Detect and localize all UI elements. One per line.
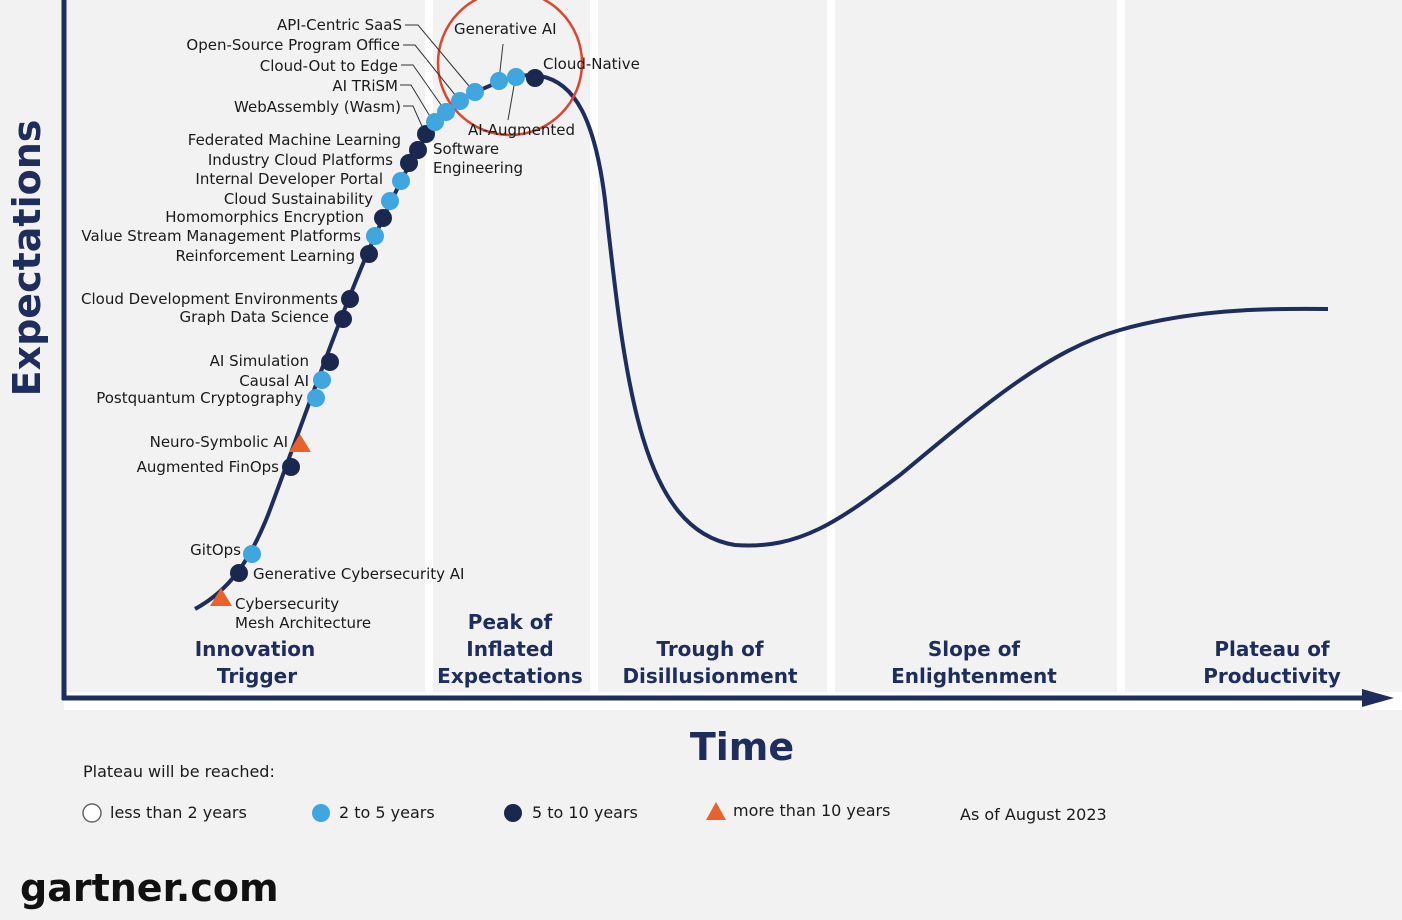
phase-label-plateau-line1: Plateau of xyxy=(1214,637,1330,661)
tech-marker-homomorphic-encryption[interactable] xyxy=(374,209,392,227)
tech-marker-internal-developer-portal[interactable] xyxy=(392,172,410,190)
tech-label-software-engineering-line1: Software xyxy=(433,140,499,158)
tech-marker-ai-simulation[interactable] xyxy=(321,353,339,371)
hype-curve xyxy=(194,73,1329,611)
legend-marker-light-blue-circle xyxy=(312,804,330,822)
phase-band-separator xyxy=(1117,0,1125,692)
tech-label-software-engineering-line2: Engineering xyxy=(433,159,523,177)
x-axis-arrowhead xyxy=(1362,689,1394,707)
legend-marker-dark-navy-circle xyxy=(504,804,522,822)
tech-label-generative-ai: Generative AI xyxy=(454,20,557,38)
leader-line xyxy=(403,44,461,102)
legend-label-2-to-5-years: 2 to 5 years xyxy=(339,803,435,822)
tech-marker-generative-ai[interactable] xyxy=(490,72,508,90)
tech-marker-value-stream-management-platforms[interactable] xyxy=(366,227,384,245)
tech-marker-generative-cybersecurity-ai[interactable] xyxy=(230,564,248,582)
tech-label-ai-augmented: AI-Augmented xyxy=(468,121,575,139)
tech-label-generative-cybersecurity-ai: Generative Cybersecurity AI xyxy=(253,565,464,583)
tech-label-value-stream-management-platforms: Value Stream Management Platforms xyxy=(81,227,361,245)
leader-lines xyxy=(400,24,516,134)
phase-label-slope-line1: Slope of xyxy=(928,637,1021,661)
tech-marker-reinforcement-learning[interactable] xyxy=(360,245,378,263)
tech-marker-causal-ai[interactable] xyxy=(313,371,331,389)
phase-label-plateau-line2: Productivity xyxy=(1203,664,1341,688)
tech-label-internal-developer-portal: Internal Developer Portal xyxy=(195,170,383,188)
leader-line xyxy=(507,79,516,121)
leader-line xyxy=(401,64,447,113)
tech-label-neuro-symbolic-ai: Neuro-Symbolic AI xyxy=(150,433,288,451)
tech-marker-ai-augmented[interactable] xyxy=(507,68,525,86)
tech-marker-cloud-sustainability[interactable] xyxy=(381,192,399,210)
leader-line xyxy=(405,24,475,93)
tech-label-webassembly: WebAssembly (Wasm) xyxy=(234,98,401,116)
phase-label-trough-line2: Disillusionment xyxy=(622,664,798,688)
phase-label-peak-line3: Expectations xyxy=(437,664,583,688)
axes: Expectations Time xyxy=(5,0,1394,769)
phase-band-bottom xyxy=(64,692,1402,710)
gartner-brand-text: gartner.com xyxy=(20,866,279,910)
tech-label-cloud-native: Cloud-Native xyxy=(543,55,640,73)
tech-marker-graph-data-science[interactable] xyxy=(334,310,352,328)
legend-marker-hollow-circle xyxy=(82,803,102,823)
legend-label-less-than-2-years: less than 2 years xyxy=(110,803,247,822)
tech-marker-gitops[interactable] xyxy=(243,545,261,563)
legend-marker-orange-triangle xyxy=(706,802,726,820)
tech-label-postquantum-cryptography: Postquantum Cryptography xyxy=(96,389,303,407)
legend-label-5-to-10-years: 5 to 10 years xyxy=(532,803,638,822)
tech-label-ai-trism: AI TRiSM xyxy=(332,77,398,95)
tech-label-api-centric-saas: API-Centric SaaS xyxy=(277,16,402,34)
tech-marker-api-centric-saas[interactable] xyxy=(466,83,484,101)
phase-label-trough-line1: Trough of xyxy=(656,637,764,661)
tech-marker-industry-cloud-platforms[interactable] xyxy=(400,154,418,172)
legend-label-more-than-10-years: more than 10 years xyxy=(733,801,890,820)
tech-marker-software-engineering[interactable] xyxy=(409,141,427,159)
legend-title: Plateau will be reached: xyxy=(83,762,275,781)
tech-label-federated-machine-learning: Federated Machine Learning xyxy=(188,131,401,149)
legend: Plateau will be reached: less than 2 yea… xyxy=(82,762,1107,824)
tech-markers xyxy=(210,68,544,606)
tech-label-cybersecurity-mesh-architecture-line1: Cybersecurity xyxy=(235,595,339,613)
tech-marker-cloud-native[interactable] xyxy=(526,69,544,87)
tech-marker-cloud-development-environments[interactable] xyxy=(341,290,359,308)
tech-label-gitops: GitOps xyxy=(190,541,241,559)
phase-label-peak-line1: Peak of xyxy=(468,610,553,634)
as-of-date: As of August 2023 xyxy=(960,805,1107,824)
tech-label-industry-cloud-platforms: Industry Cloud Platforms xyxy=(208,151,393,169)
leader-line xyxy=(403,105,426,134)
tech-label-ai-simulation: AI Simulation xyxy=(210,352,309,370)
peak-highlight-circle xyxy=(436,0,584,137)
tech-marker-cybersecurity-mesh-architecture[interactable] xyxy=(210,588,232,606)
tech-marker-augmented-finops[interactable] xyxy=(282,458,300,476)
phase-label-innovation-trigger-line2: Trigger xyxy=(217,664,297,688)
phase-band-separator xyxy=(827,0,835,692)
tech-labels: Cybersecurity Mesh Architecture Generati… xyxy=(81,16,640,632)
phase-band-separator xyxy=(425,0,433,692)
phase-labels: Innovation Trigger Peak of Inflated Expe… xyxy=(195,610,1341,688)
tech-label-cloud-development-environments: Cloud Development Environments xyxy=(81,290,338,308)
tech-label-reinforcement-learning: Reinforcement Learning xyxy=(175,247,355,265)
tech-marker-cloud-out-to-edge[interactable] xyxy=(451,92,469,110)
tech-label-cybersecurity-mesh-architecture-line2: Mesh Architecture xyxy=(235,614,371,632)
x-axis-label: Time xyxy=(690,725,794,769)
tech-label-graph-data-science: Graph Data Science xyxy=(179,308,329,326)
tech-label-homomorphic-encryption: Homomorphics Encryption xyxy=(165,208,364,226)
tech-marker-postquantum-cryptography[interactable] xyxy=(307,389,325,407)
tech-label-cloud-out-to-edge: Cloud-Out to Edge xyxy=(260,57,398,75)
y-axis-label: Expectations xyxy=(5,120,49,397)
phase-label-peak-line2: Inflated xyxy=(466,637,553,661)
leader-line xyxy=(400,84,435,124)
phase-label-innovation-trigger-line1: Innovation xyxy=(195,637,316,661)
tech-label-cloud-sustainability: Cloud Sustainability xyxy=(224,190,373,208)
tech-label-causal-ai: Causal AI xyxy=(239,372,309,390)
tech-marker-neuro-symbolic-ai[interactable] xyxy=(289,434,311,452)
phase-band-separator xyxy=(590,0,598,692)
tech-marker-ai-trism[interactable] xyxy=(437,103,455,121)
tech-label-augmented-finops: Augmented FinOps xyxy=(137,458,280,476)
tech-label-open-source-program-office: Open-Source Program Office xyxy=(186,36,400,54)
phase-label-slope-line2: Enlightenment xyxy=(891,664,1057,688)
